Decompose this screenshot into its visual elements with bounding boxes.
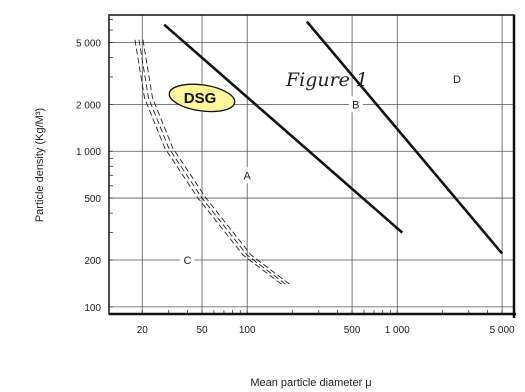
dsg-ellipse: [168, 83, 236, 113]
x-tick-label-4: 1 000: [385, 325, 410, 336]
boundary-line-A-C-dashed-0: [134, 39, 282, 285]
plot-frame: [108, 14, 515, 315]
region-labels: A B C D: [180, 71, 464, 269]
x-tick-label-0: 20: [137, 325, 149, 336]
region-label-bg-D: [449, 71, 464, 88]
y-tick-labels: 100 200 500 1 000 2 000 5 000: [76, 38, 101, 313]
boundary-line-B-D: [305, 20, 504, 255]
region-label-B: B: [352, 99, 359, 111]
y-tick-label-2: 500: [84, 194, 101, 205]
dsg-annotation: DSG: [168, 83, 236, 113]
x-axis-label: Mean particle diameter μ: [250, 377, 371, 389]
grid: [109, 15, 514, 314]
x-tick-label-3: 500: [344, 325, 361, 336]
region-label-D: D: [453, 74, 461, 86]
x-tick-labels: 20 50 100 500 1 000 5 000: [137, 325, 515, 336]
boundary-lines: [134, 20, 504, 285]
y-tick-label-3: 1 000: [76, 147, 101, 158]
region-label-C: C: [183, 255, 191, 267]
y-axis-label: Particle density (Kg/M³): [34, 108, 46, 222]
y-tick-label-1: 200: [84, 256, 101, 267]
y-tick-label-4: 2 000: [76, 100, 101, 111]
region-label-A: A: [244, 170, 252, 182]
x-tick-label-5: 5 000: [490, 325, 515, 336]
dsg-label: DSG: [184, 90, 217, 107]
figure-title: Figure 1: [285, 69, 368, 91]
region-label-bg-B: [348, 96, 363, 113]
boundary-line-A-C-dashed-2: [142, 39, 290, 285]
region-label-bg-C: [180, 252, 195, 269]
minor-ticks: [109, 19, 503, 314]
x-tick-label-2: 100: [239, 325, 256, 336]
x-tick-label-1: 50: [196, 325, 208, 336]
region-label-bg-A: [240, 167, 255, 184]
y-tick-label-5: 5 000: [76, 38, 101, 49]
boundary-line-A-C-dashed-1: [138, 39, 286, 285]
boundary-line-A-B: [163, 23, 404, 234]
y-tick-label-0: 100: [84, 303, 101, 314]
